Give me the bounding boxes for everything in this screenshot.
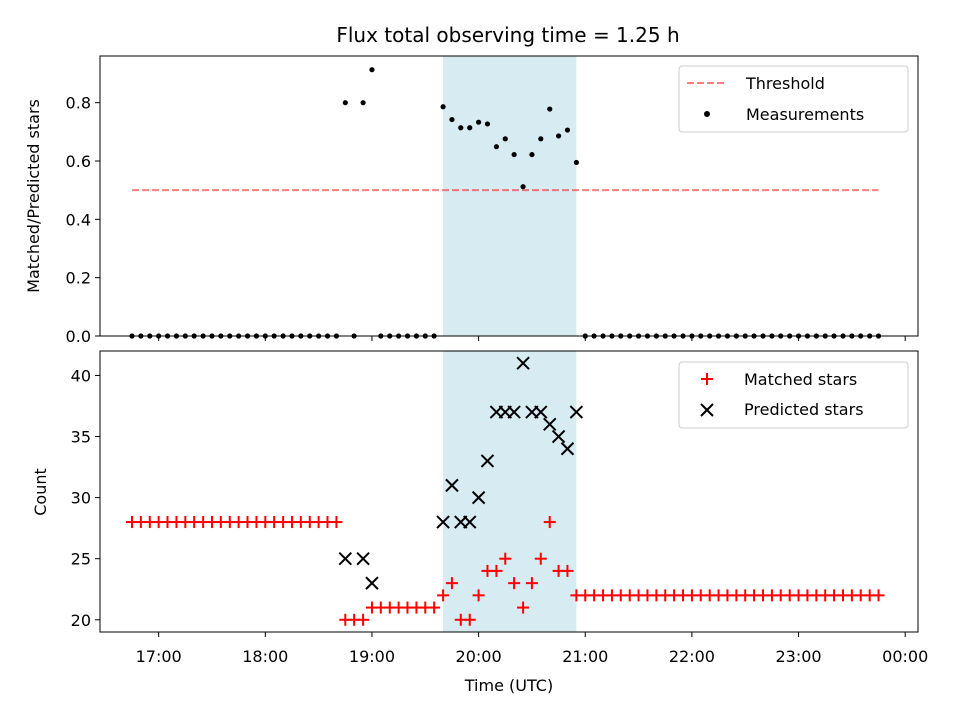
top-y-tick-label: 0.2 (66, 269, 91, 288)
measurement-point (520, 184, 526, 190)
predicted-star-point (436, 515, 450, 529)
measurement-point (449, 116, 455, 123)
bottom-axes-frame (99, 350, 919, 633)
top-legend-box (678, 65, 909, 133)
threshold-legend-label: Threshold (745, 74, 825, 93)
predicted-star-point (356, 551, 370, 566)
matched-star-point (872, 589, 885, 602)
bottom-highlight-span (443, 351, 577, 632)
measurement-point (529, 151, 535, 158)
bottom-axes: 20 25 30 35 40 17:00 18:00 19:00 20:00 21:00 22:0… (31, 350, 928, 695)
matched-star-point (437, 589, 450, 602)
predicted-star-point (365, 576, 379, 590)
x-axis-label: Time (UTC) (464, 676, 553, 695)
measurement-point (564, 127, 571, 133)
bottom-y-tick-label: 30 (71, 489, 91, 508)
predicted-star-point (534, 405, 548, 419)
matched-star-point (517, 601, 530, 614)
top-y-ticks: 0.0 0.2 0.4 0.6 0.8 (66, 94, 100, 346)
measurements-legend-swatch (704, 111, 710, 117)
predicted-star-point (516, 356, 530, 370)
predicted-star-point (569, 405, 584, 419)
top-y-tick-label: 0.6 (66, 152, 91, 171)
matched-star-point (561, 564, 574, 577)
bottom-y-tick-label: 20 (71, 611, 91, 630)
bottom-x-ticks: 17:00 18:00 19:00 20:00 21:00 22:00 23:00 00:00 (136, 632, 928, 666)
chart-title: Flux total observing time = 1.25 h (336, 23, 679, 47)
matched-star-point (472, 589, 485, 602)
bottom-y-tick-label: 25 (71, 550, 91, 569)
measurement-point (360, 100, 366, 106)
predicted-star-point (338, 551, 353, 566)
top-y-tick-label: 0.8 (66, 94, 91, 113)
predicted-stars-legend-swatch (700, 403, 714, 417)
bottom-x-tick-label: 21:00 (562, 647, 608, 666)
bottom-x-tick-label: 00:00 (882, 647, 928, 666)
measurement-point (467, 125, 473, 131)
bottom-x-tick-label: 17:00 (136, 647, 182, 666)
bottom-legend-box (678, 361, 909, 429)
measurement-point (538, 136, 544, 142)
bottom-x-tick-label: 20:00 (456, 647, 502, 666)
bottom-y-axis-label: Count (31, 468, 50, 516)
measurement-point (369, 67, 375, 73)
top-y-tick-label: 0.4 (66, 210, 91, 229)
predicted-stars-legend-label: Predicted stars (744, 400, 864, 419)
bottom-x-tick-label: 23:00 (775, 647, 821, 666)
measurement-point (476, 119, 482, 125)
predicted-star-point (551, 429, 566, 444)
predicted-star-point (445, 478, 459, 493)
top-highlight-rect (443, 56, 577, 336)
top-y-axis-label: Matched/Predicted stars (24, 99, 43, 293)
matched-star-point (463, 613, 476, 626)
matched-star-point (534, 552, 547, 565)
predicted-star-point (507, 405, 521, 419)
top-legend: Threshold Measurements (678, 65, 909, 133)
top-axes-frame (99, 55, 919, 337)
bottom-legend: Matched stars Predicted stars (678, 361, 909, 429)
top-x-ticks (158, 336, 906, 341)
matched-star-point (330, 516, 343, 529)
top-y-tick-label: 0.0 (66, 327, 91, 346)
matched-star-point (428, 601, 441, 614)
matched-star-point (525, 577, 538, 590)
measurement-point (342, 100, 348, 106)
bottom-x-tick-label: 19:00 (349, 647, 395, 666)
measurement-point (440, 104, 446, 110)
matched-star-point (508, 577, 521, 590)
measurements-legend-label: Measurements (746, 105, 864, 124)
predicted-star-point (463, 515, 477, 529)
measurement-point (458, 125, 464, 131)
bottom-y-tick-label: 40 (71, 366, 91, 385)
top-axes: 0.00.20.40.60.8 Matched/Predicted stars … (24, 55, 919, 346)
matched-star-point (357, 613, 370, 626)
matched-star-point (499, 552, 512, 565)
matched-star-point (543, 516, 556, 529)
predicted-star-point (560, 442, 575, 456)
bottom-x-tick-label: 18:00 (242, 647, 288, 666)
measurement-point (493, 144, 500, 150)
bottom-x-tick-label: 22:00 (669, 647, 715, 666)
bottom-y-ticks: 20 25 30 35 40 (71, 366, 100, 630)
bottom-y-tick-label: 35 (71, 428, 91, 447)
measurement-point (484, 121, 491, 127)
matched-star-point (490, 564, 503, 577)
measurement-point (547, 106, 553, 112)
predicted-star-point (543, 417, 557, 432)
matched-stars-legend-swatch (701, 373, 713, 385)
top-highlight-span (443, 56, 577, 336)
predicted-stars-series (338, 356, 584, 590)
bottom-highlight-rect (443, 351, 577, 632)
measurement-point (502, 136, 508, 142)
predicted-star-point (480, 454, 495, 468)
matched-stars-legend-label: Matched stars (744, 370, 857, 389)
matched-star-point (445, 577, 458, 590)
matched-stars-series (125, 516, 885, 626)
measurement-point (573, 159, 580, 166)
measurement-point (511, 151, 517, 158)
measurement-point (555, 133, 562, 139)
predicted-star-point (471, 490, 486, 505)
